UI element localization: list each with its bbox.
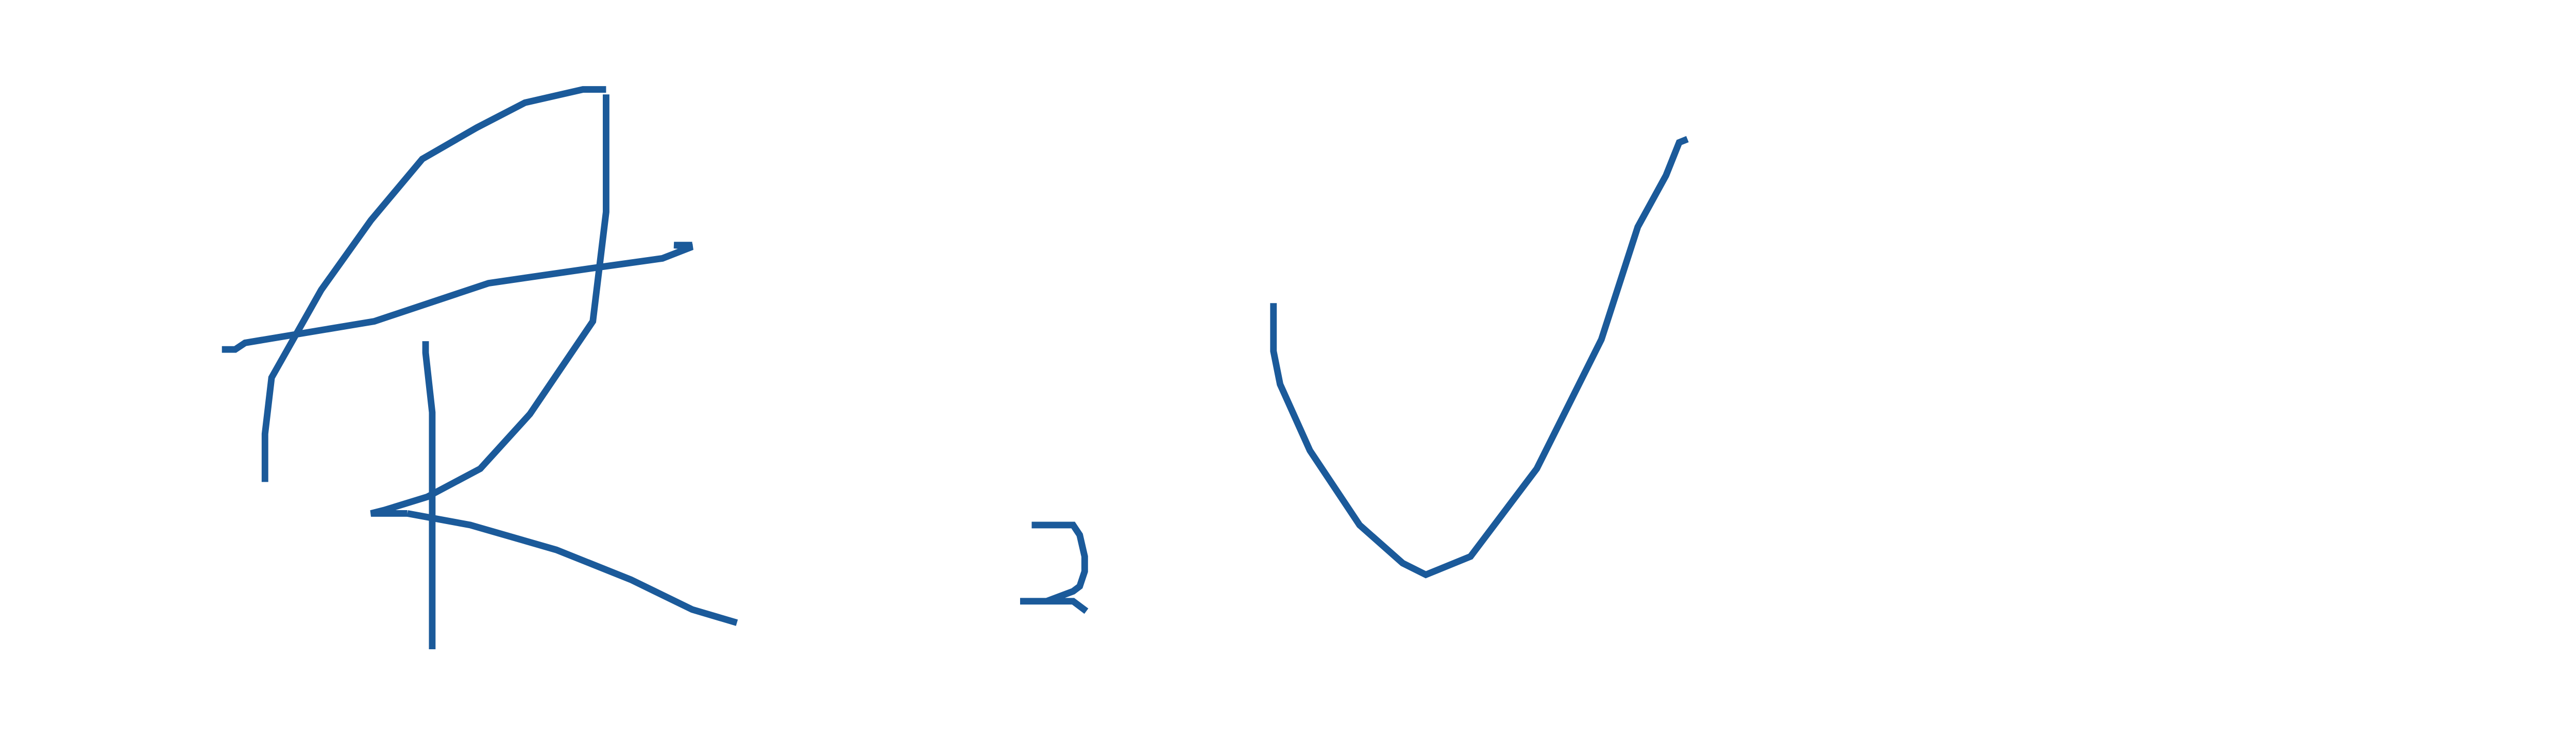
crossbar-stroke <box>222 242 693 353</box>
check-mark-stroke <box>1270 136 1689 579</box>
small-mark <box>1020 521 1089 614</box>
check-mark <box>1270 136 1689 579</box>
loop-stroke <box>261 86 606 482</box>
tail-stroke <box>406 510 738 626</box>
left-letter-mark <box>222 86 738 649</box>
loop-descender-stroke <box>370 94 609 517</box>
vertical-stroke <box>422 341 436 649</box>
small-mark-stroke <box>1020 521 1089 614</box>
